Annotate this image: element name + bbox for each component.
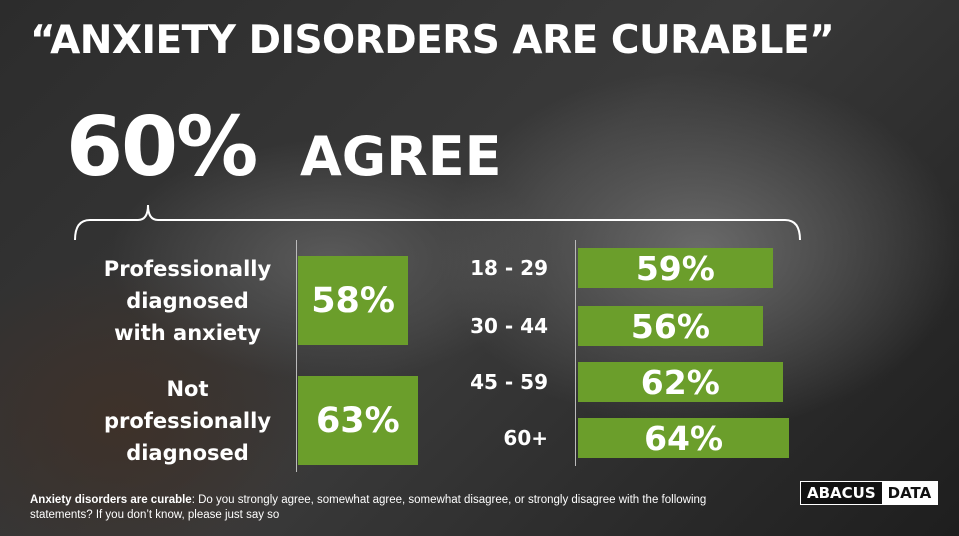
headline-text: AGREE — [300, 125, 502, 188]
footnote-term: Anxiety disorders are curable — [30, 494, 192, 506]
category-label: 45 - 59 — [470, 370, 548, 394]
bracket — [74, 204, 801, 241]
category-label: Not professionally diagnosed — [103, 376, 272, 465]
category-label: 30 - 44 — [470, 314, 548, 338]
divider — [296, 240, 297, 472]
bar: 62% — [578, 362, 783, 402]
bar: 63% — [298, 376, 418, 465]
category-label: 18 - 29 — [470, 256, 548, 280]
logo-right: DATA — [881, 482, 938, 504]
bar: 56% — [578, 306, 763, 346]
logo: ABACUS DATA — [800, 481, 939, 505]
bar: 59% — [578, 248, 773, 288]
divider — [575, 240, 576, 466]
bar: 64% — [578, 418, 790, 458]
footnote-text: : Do you strongly agree, somewhat agree,… — [30, 494, 707, 521]
category-label: 60+ — [503, 426, 548, 450]
bar: 58% — [298, 256, 409, 345]
headline-value: 60% — [66, 100, 258, 195]
category-label: Professionally diagnosed with anxiety — [103, 256, 272, 345]
title: “ANXIETY DISORDERS ARE CURABLE” — [30, 18, 835, 63]
logo-left: ABACUS — [801, 482, 882, 504]
footnote: Anxiety disorders are curable: Do you st… — [30, 493, 730, 523]
